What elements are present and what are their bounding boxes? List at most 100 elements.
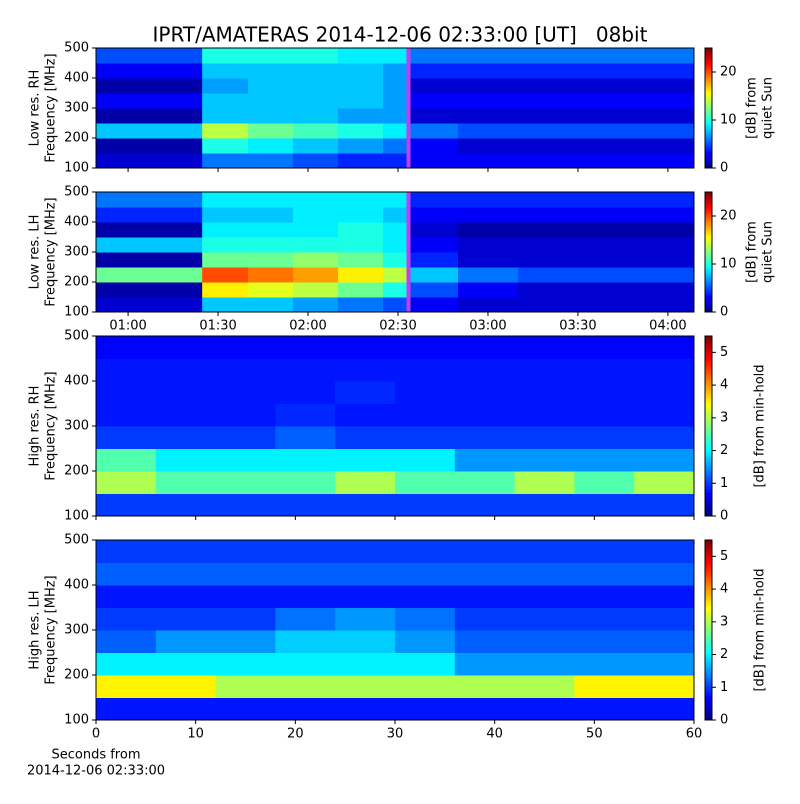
heatmap-cell	[574, 540, 635, 563]
heatmap-cell	[634, 607, 695, 631]
heatmap-cell	[338, 252, 384, 268]
heatmap-cell	[155, 675, 217, 698]
heatmap-cell	[634, 426, 695, 449]
heatmap-cell	[637, 48, 695, 64]
heatmap-cell	[514, 381, 575, 404]
heatmap-cell	[248, 108, 294, 124]
heatmap-cell	[202, 93, 249, 109]
heatmap-cell	[457, 297, 519, 313]
heatmap-cell	[517, 297, 579, 313]
colorbar-swatch	[705, 300, 712, 303]
heatmap-cell	[293, 153, 339, 169]
colorbar-swatch	[705, 124, 712, 127]
heatmap-cell	[293, 48, 339, 64]
heatmap-cell	[634, 675, 695, 698]
heatmap-cell	[634, 471, 695, 494]
colorbar-swatch	[705, 390, 712, 394]
heatmap-cell	[293, 63, 339, 79]
heatmap-cell	[202, 48, 249, 64]
colorbar-swatch	[705, 296, 712, 299]
heatmap-cell	[215, 585, 276, 608]
heatmap-cell	[338, 222, 384, 238]
colorbar-swatch	[705, 250, 712, 253]
colorbar-swatch	[705, 426, 712, 430]
colorbar-swatch	[705, 369, 712, 373]
heatmap-cell	[577, 297, 639, 313]
heatmap-cell	[517, 108, 579, 124]
heatmap-cell	[574, 448, 635, 472]
heatmap-cell	[202, 207, 249, 223]
heatmap-cell	[637, 123, 695, 139]
heatmap-cell	[96, 78, 203, 94]
heatmap-cell	[457, 192, 519, 208]
x-tick-label: 30	[387, 727, 404, 742]
heatmap-cell	[574, 675, 635, 698]
heatmap-cell	[577, 123, 639, 139]
colorbar-swatch	[705, 228, 712, 231]
heatmap-cell	[96, 471, 157, 494]
colorbar-swatch	[705, 540, 712, 544]
heatmap-cell	[96, 493, 157, 517]
colorbar-swatch	[705, 438, 712, 442]
colorbar-swatch	[705, 501, 712, 505]
y-tick-label: 500	[64, 41, 89, 56]
heatmap-cell	[637, 297, 695, 313]
colorbar-swatch	[705, 555, 712, 559]
x-tick-label: 03:30	[559, 319, 596, 334]
colorbar-swatch	[705, 60, 712, 63]
heatmap-cell	[395, 448, 456, 472]
heatmap-cell	[202, 222, 249, 238]
colorbar-swatch	[705, 260, 712, 263]
heatmap-cell	[335, 675, 396, 698]
heatmap-cell	[293, 108, 339, 124]
heatmap-cell	[215, 426, 276, 449]
heatmap-cell	[383, 207, 409, 223]
heatmap-cell	[517, 153, 579, 169]
heatmap-cell	[155, 697, 217, 721]
heatmap-cell	[96, 63, 203, 79]
heatmap-cell	[335, 585, 396, 608]
colorbar-swatch	[705, 450, 712, 454]
colorbar-swatch	[705, 292, 712, 295]
colorbar-swatch	[705, 606, 712, 610]
colorbar-swatch	[705, 210, 712, 213]
colorbar-label: quiet Sun	[761, 221, 776, 283]
colorbar-swatch	[705, 384, 712, 388]
colorbar-swatch	[705, 264, 712, 267]
heatmap-cell	[215, 381, 276, 404]
y-tick-label: 500	[64, 185, 89, 200]
colorbar-swatch	[705, 198, 712, 201]
colorbar-swatch	[705, 654, 712, 658]
colorbar-swatch	[705, 444, 712, 448]
colorbar-swatch	[705, 204, 712, 207]
colorbar-swatch	[705, 164, 712, 167]
colorbar-swatch	[705, 192, 712, 195]
heatmap-cell	[96, 108, 203, 124]
colorbar-swatch	[705, 669, 712, 673]
heatmap-cell	[96, 607, 157, 631]
heatmap-cell	[574, 336, 635, 359]
heatmap-cell	[457, 108, 519, 124]
colorbar-swatch	[705, 232, 712, 235]
heatmap-cell	[338, 237, 384, 253]
colorbar-swatch	[705, 76, 712, 79]
colorbar-tick-label: 3	[720, 614, 728, 629]
heatmap-cell	[454, 607, 516, 631]
heatmap-cell	[457, 63, 519, 79]
heatmap-cell	[383, 93, 409, 109]
heatmap-cell	[395, 562, 456, 586]
heatmap-cell	[574, 426, 635, 449]
colorbar-swatch	[705, 585, 712, 589]
heatmap-cell	[275, 448, 336, 472]
colorbar-swatch	[705, 618, 712, 622]
heatmap-cell	[96, 48, 203, 64]
y-tick-label: 500	[64, 533, 89, 548]
heatmap-cell	[514, 540, 575, 563]
heatmap-cell	[202, 267, 249, 283]
heatmap-cell	[637, 93, 695, 109]
y-tick-label: 400	[64, 374, 89, 389]
heatmap-cell	[637, 207, 695, 223]
colorbar-swatch	[705, 441, 712, 445]
colorbar-swatch	[705, 453, 712, 457]
heatmap-cell	[335, 697, 396, 721]
